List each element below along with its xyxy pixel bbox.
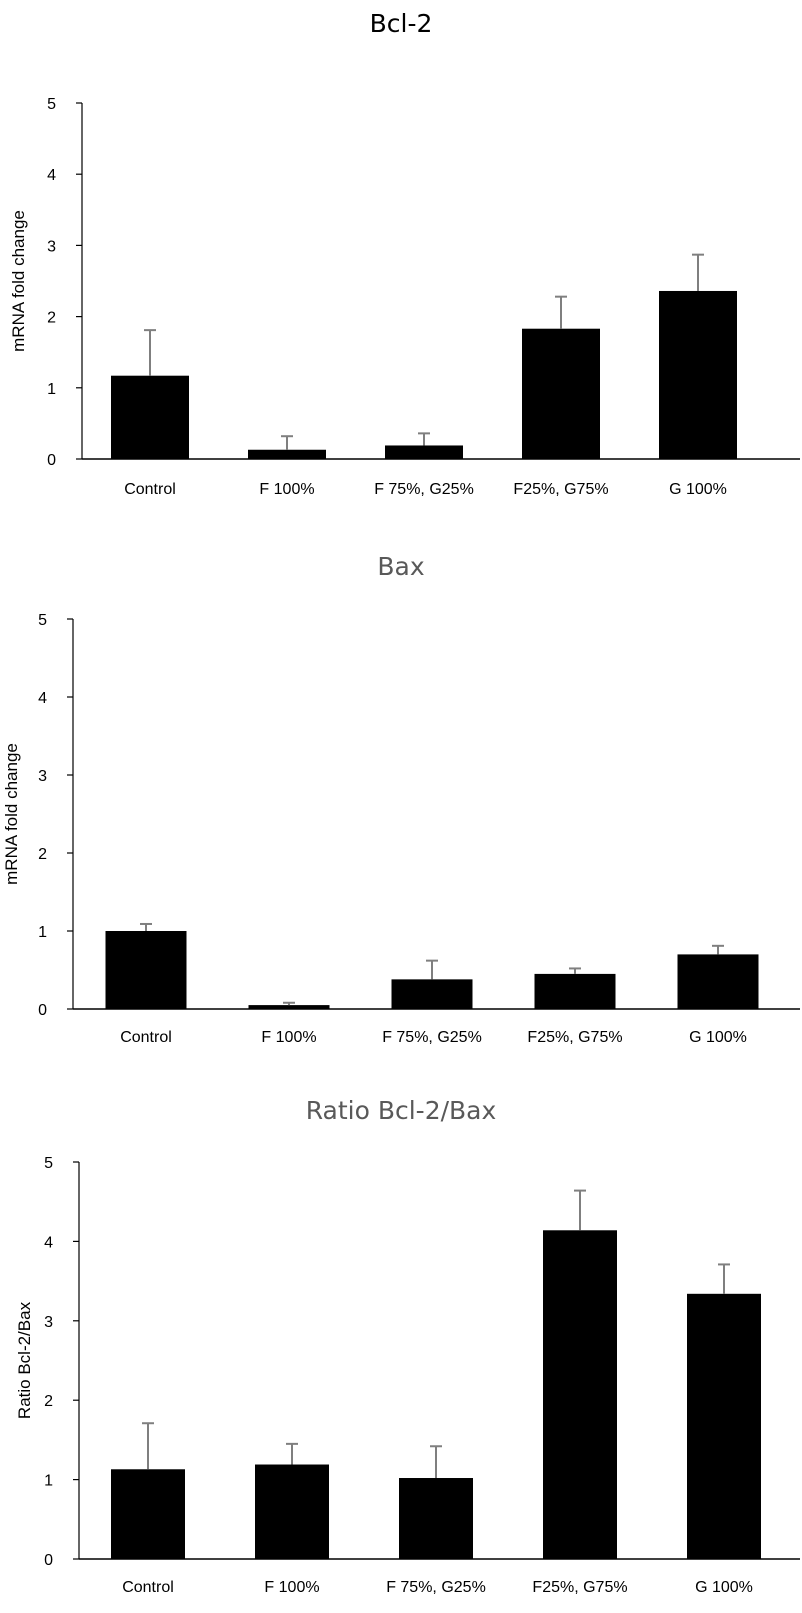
chart3-y-axis-label: Ratio Bcl-2/Bax — [15, 1301, 34, 1419]
chart3-y-tick-label: 2 — [44, 1393, 53, 1410]
chart2-y-tick-label: 4 — [38, 690, 47, 707]
chart1-title: Bcl-2 — [370, 9, 433, 38]
chart1-y-tick-label: 2 — [47, 310, 56, 327]
chart1-bar-2 — [248, 449, 326, 459]
chart1-y-tick-label: 0 — [47, 452, 56, 469]
chart3-category-label: Control — [122, 1579, 174, 1596]
chart3-y-tick-label: 3 — [44, 1314, 53, 1331]
chart1-category-label: F 100% — [259, 481, 314, 498]
chart3-y-tick-label: 5 — [44, 1155, 53, 1172]
chart1-y-tick-label: 1 — [47, 381, 56, 398]
chart2-y-tick-label: 2 — [38, 846, 47, 863]
chart1-bar-4 — [522, 328, 600, 459]
chart2-y-tick-label: 3 — [38, 768, 47, 785]
chart2-bar-1 — [105, 931, 187, 1009]
chart1-y-tick-label: 4 — [47, 167, 56, 184]
chart2-y-axis-label: mRNA fold change — [2, 743, 21, 885]
chart1-category-label: F25%, G75% — [513, 481, 608, 498]
chart2-bar-2 — [248, 1005, 330, 1009]
chart1-bar-1 — [111, 375, 189, 459]
chart2-category-label: Control — [120, 1029, 172, 1046]
chart3-bar-3 — [399, 1478, 473, 1559]
chart3-bar-2 — [255, 1464, 329, 1559]
chart1-y-axis-label: mRNA fold change — [9, 210, 28, 352]
chart2-bar-3 — [391, 979, 473, 1009]
chart3-category-label: G 100% — [695, 1579, 753, 1596]
chart2-category-label: G 100% — [689, 1029, 747, 1046]
chart2-category-label: F 100% — [261, 1029, 316, 1046]
chart1-category-label: F 75%, G25% — [374, 481, 474, 498]
chart3-bar-4 — [543, 1230, 617, 1559]
chart1-category-label: G 100% — [669, 481, 727, 498]
chart2-y-tick-label: 1 — [38, 924, 47, 941]
chart3-bar-1 — [111, 1469, 185, 1559]
chart3-title: Ratio Bcl-2/Bax — [306, 1096, 497, 1125]
chart3-category-label: F 100% — [264, 1579, 319, 1596]
chart2-category-label: F25%, G75% — [527, 1029, 622, 1046]
chart2-bar-5 — [677, 954, 759, 1009]
chart2-bar-4 — [534, 973, 616, 1009]
chart3-bar-5 — [687, 1293, 761, 1559]
chart3-y-tick-label: 4 — [44, 1234, 53, 1251]
chart2-y-tick-label: 0 — [38, 1002, 47, 1019]
chart2-y-tick-label: 5 — [38, 612, 47, 629]
chart1-category-label: Control — [124, 481, 176, 498]
chart1-bar-5 — [659, 290, 737, 459]
chart1-bar-3 — [385, 445, 463, 459]
chart2-category-label: F 75%, G25% — [382, 1029, 482, 1046]
chart3-category-label: F25%, G75% — [532, 1579, 627, 1596]
chart1-y-tick-label: 5 — [47, 96, 56, 113]
chart3-y-tick-label: 0 — [44, 1552, 53, 1569]
chart3-y-tick-label: 1 — [44, 1473, 53, 1490]
chart2-title: Bax — [377, 552, 424, 581]
chart3-category-label: F 75%, G25% — [386, 1579, 486, 1596]
chart1-y-tick-label: 3 — [47, 238, 56, 255]
